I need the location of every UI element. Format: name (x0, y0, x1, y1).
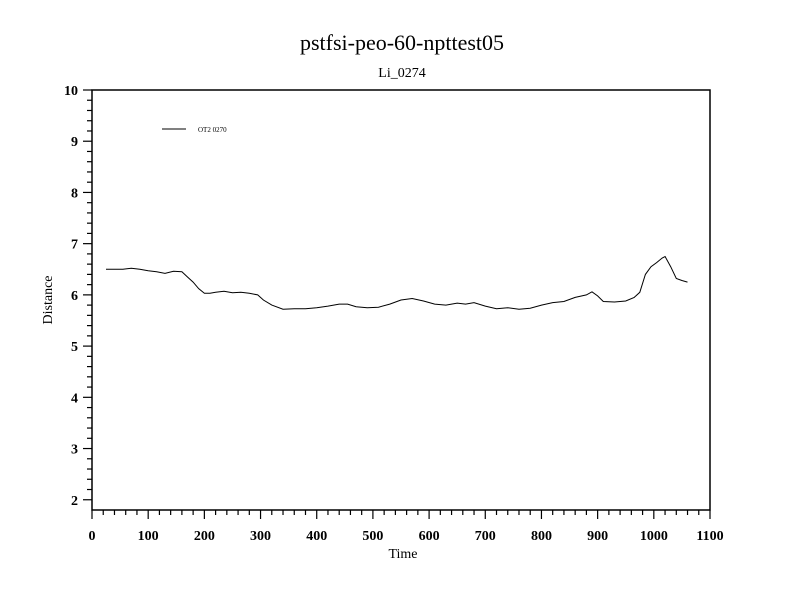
chart-title: pstfsi-peo-60-npttest05 (300, 30, 504, 55)
x-tick-label: 300 (250, 529, 271, 544)
y-axis: 2 3 4 5 6 7 8 9 10 (64, 84, 92, 509)
x-tick-label: 800 (531, 529, 552, 544)
x-tick-label: 1000 (640, 529, 668, 544)
x-tick-label: 600 (419, 529, 440, 544)
legend: OT2 0270 (162, 126, 227, 134)
x-tick-label: 0 (89, 529, 96, 544)
legend-label: OT2 0270 (198, 126, 227, 134)
y-tick-label: 3 (71, 443, 78, 458)
y-tick-label: 8 (71, 186, 78, 201)
series-line (106, 255, 688, 310)
x-tick-label: 400 (306, 529, 327, 544)
y-tick-label: 5 (71, 340, 78, 355)
x-tick-label: 900 (587, 529, 608, 544)
x-tick-label: 200 (194, 529, 215, 544)
y-tick-label: 7 (71, 238, 78, 253)
y-tick-label: 2 (71, 494, 78, 509)
y-tick-label: 9 (71, 135, 78, 150)
y-tick-label: 6 (71, 289, 78, 304)
x-tick-label: 500 (362, 529, 383, 544)
x-axis: 0 100 200 300 400 500 600 700 800 900 1000 1100 (89, 510, 724, 544)
x-axis-label: Time (388, 547, 417, 562)
plot-frame (91, 89, 711, 511)
chart-subtitle: Li_0274 (378, 66, 425, 81)
y-tick-label: 10 (64, 84, 78, 99)
x-tick-label: 700 (475, 529, 496, 544)
y-axis-label: Distance (41, 276, 56, 325)
x-tick-label: 1100 (696, 529, 723, 544)
y-tick-label: 4 (71, 391, 78, 406)
x-tick-label: 100 (138, 529, 159, 544)
